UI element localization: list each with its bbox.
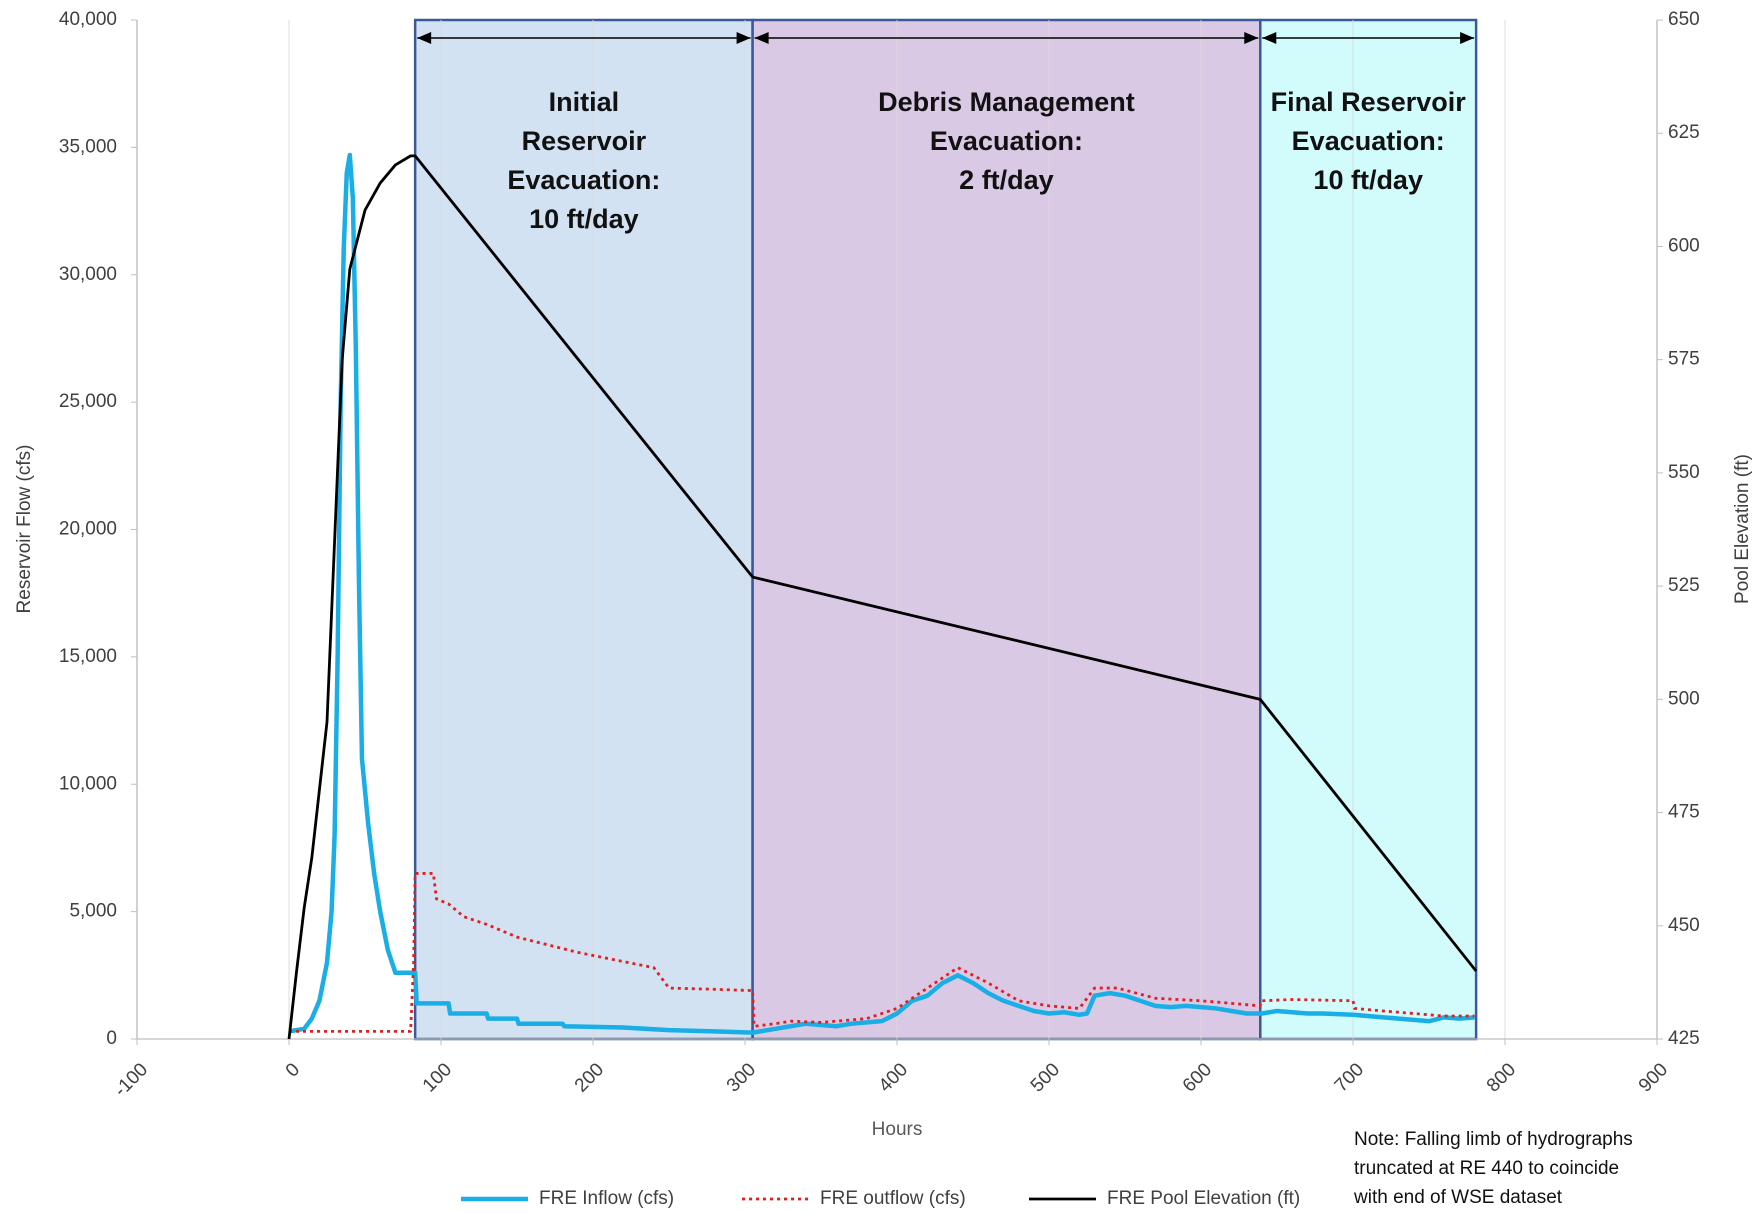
x-tick-label: 200 bbox=[571, 1059, 608, 1096]
x-tick-label: 0 bbox=[282, 1059, 304, 1081]
x-tick-label: 400 bbox=[875, 1059, 912, 1096]
y2-tick-label: 550 bbox=[1668, 462, 1700, 483]
y-tick-label: 30,000 bbox=[59, 264, 117, 285]
y2-tick-label: 425 bbox=[1668, 1028, 1700, 1049]
x-tick-label: 800 bbox=[1483, 1059, 1520, 1096]
legend-label: FRE outflow (cfs) bbox=[820, 1188, 966, 1209]
region-label: Final Reservoir bbox=[1271, 87, 1467, 117]
note: truncated at RE 440 to coincide bbox=[1354, 1158, 1619, 1179]
y2-tick-label: 525 bbox=[1668, 575, 1700, 596]
x-tick-label: -100 bbox=[110, 1059, 152, 1101]
note: Note: Falling limb of hydrographs bbox=[1354, 1129, 1633, 1150]
y-axis-title: Reservoir Flow (cfs) bbox=[14, 445, 35, 614]
region-label: 10 ft/day bbox=[1313, 165, 1423, 195]
y-tick-label: 0 bbox=[106, 1028, 117, 1049]
y-tick-label: 5,000 bbox=[69, 901, 117, 922]
x-tick-label: 500 bbox=[1027, 1059, 1064, 1096]
y2-tick-label: 575 bbox=[1668, 349, 1700, 370]
region-label: Reservoir bbox=[522, 126, 647, 156]
x-tick-label: 700 bbox=[1331, 1059, 1368, 1096]
x-tick-label: 900 bbox=[1635, 1059, 1672, 1096]
y2-tick-label: 650 bbox=[1668, 9, 1700, 30]
note: with end of WSE dataset bbox=[1353, 1187, 1563, 1208]
region bbox=[413, 18, 754, 1041]
y2-tick-label: 500 bbox=[1668, 688, 1700, 709]
legend-label: FRE Pool Elevation (ft) bbox=[1107, 1188, 1300, 1209]
region-label: 2 ft/day bbox=[959, 165, 1054, 195]
x-tick-label: 100 bbox=[419, 1059, 456, 1096]
region bbox=[751, 18, 1262, 1041]
y-tick-label: 20,000 bbox=[59, 519, 117, 540]
region-label: Evacuation: bbox=[930, 126, 1083, 156]
y-tick-label: 40,000 bbox=[59, 9, 117, 30]
region-label: Evacuation: bbox=[507, 165, 660, 195]
y-tick-label: 25,000 bbox=[59, 391, 117, 412]
legend-label: FRE Inflow (cfs) bbox=[539, 1188, 674, 1209]
series-line bbox=[289, 872, 1475, 1033]
x-tick-label: 300 bbox=[723, 1059, 760, 1096]
y2-tick-label: 600 bbox=[1668, 235, 1700, 256]
y-tick-label: 15,000 bbox=[59, 646, 117, 667]
series-line bbox=[288, 152, 1475, 1035]
region-label: Evacuation: bbox=[1292, 126, 1445, 156]
x-tick-label: 600 bbox=[1179, 1059, 1216, 1096]
region-label: 10 ft/day bbox=[529, 204, 639, 234]
series-line bbox=[287, 154, 1478, 1040]
region-label: Debris Management bbox=[878, 87, 1135, 117]
x-axis-title: Hours bbox=[872, 1119, 923, 1140]
y-tick-label: 10,000 bbox=[59, 773, 117, 794]
region bbox=[1259, 18, 1478, 1041]
y2-tick-label: 450 bbox=[1668, 915, 1700, 936]
region-label: Initial bbox=[549, 87, 620, 117]
y-tick-label: 35,000 bbox=[59, 136, 117, 157]
y2-tick-label: 625 bbox=[1668, 122, 1700, 143]
y2-axis-title: Pool Elevation (ft) bbox=[1732, 454, 1753, 604]
y2-tick-label: 475 bbox=[1668, 802, 1700, 823]
